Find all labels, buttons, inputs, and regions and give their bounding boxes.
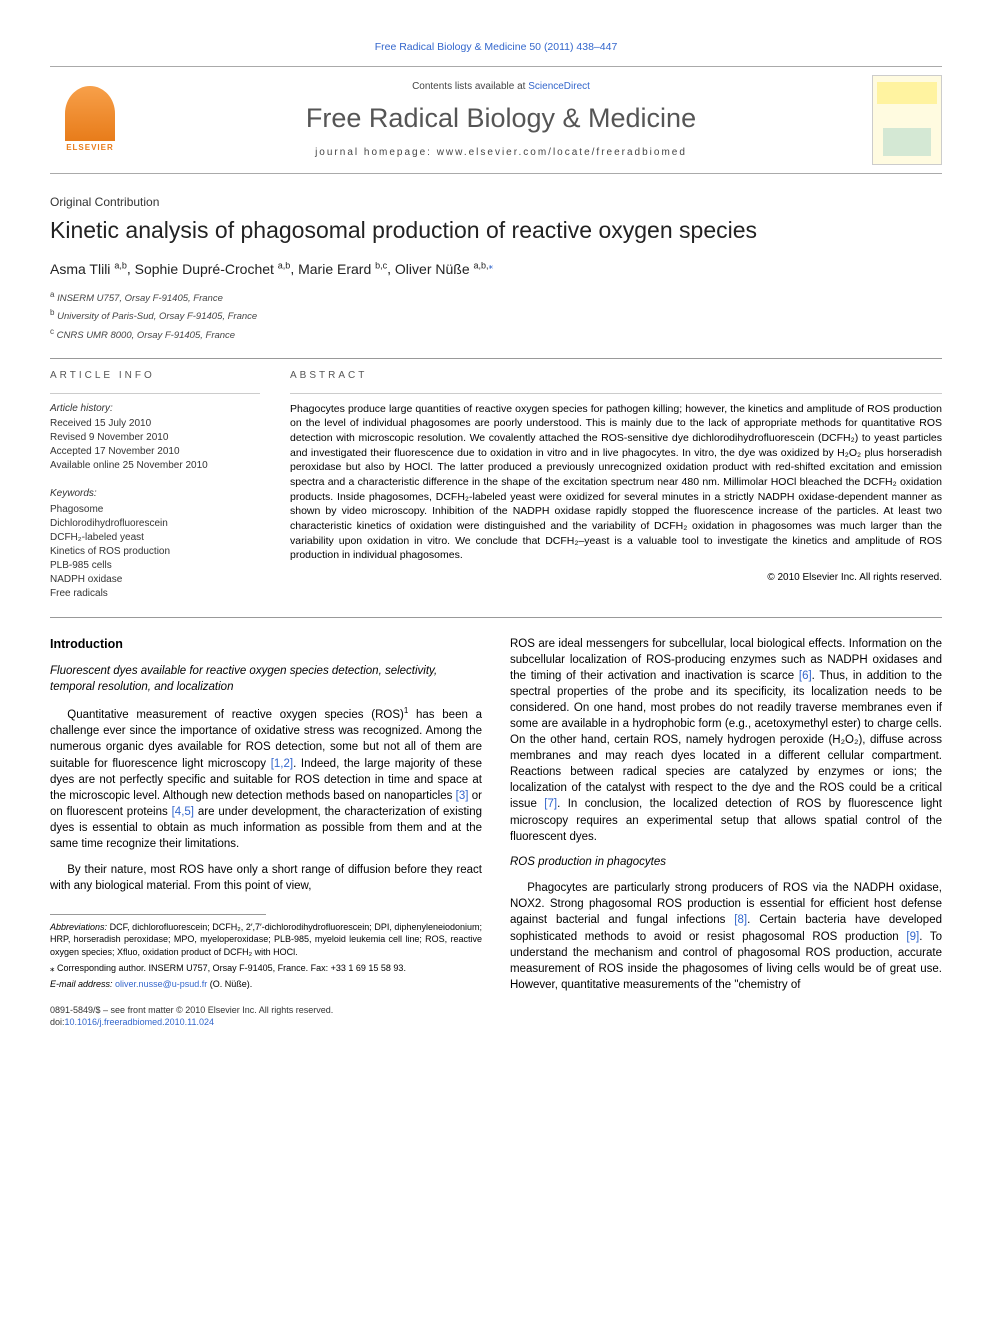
paragraph: Quantitative measurement of reactive oxy… — [50, 705, 482, 852]
article-type: Original Contribution — [50, 194, 942, 210]
ref-link[interactable]: [6] — [799, 670, 812, 682]
copyright: © 2010 Elsevier Inc. All rights reserved… — [290, 571, 942, 585]
doi-line: doi:10.1016/j.freeradbiomed.2010.11.024 — [50, 1016, 482, 1028]
doi-link[interactable]: 10.1016/j.freeradbiomed.2010.11.024 — [65, 1017, 214, 1027]
section-subhead: ROS production in phagocytes — [510, 855, 942, 871]
journal-cover-thumbnail — [872, 75, 942, 165]
article-info-head: ARTICLE INFO — [50, 369, 260, 383]
ref-link[interactable]: [7] — [544, 798, 557, 810]
author: Asma Tlili a,b — [50, 261, 127, 277]
keyword: Kinetics of ROS production — [50, 545, 260, 559]
front-matter-block: 0891-5849/$ – see front matter © 2010 El… — [50, 1004, 482, 1028]
history-label: Article history: — [50, 402, 260, 416]
paragraph: By their nature, most ROS have only a sh… — [50, 862, 482, 894]
corresponding-marker[interactable]: ⁎ — [489, 260, 494, 270]
left-column: Introduction Fluorescent dyes available … — [50, 636, 482, 1029]
keywords-label: Keywords: — [50, 487, 260, 501]
keyword: PLB-985 cells — [50, 559, 260, 573]
right-column: ROS are ideal messengers for subcellular… — [510, 636, 942, 1029]
history-line: Available online 25 November 2010 — [50, 459, 260, 473]
journal-header: ELSEVIER Contents lists available at Sci… — [50, 66, 942, 174]
abstract-text: Phagocytes produce large quantities of r… — [290, 402, 942, 564]
author: Marie Erard b,c — [298, 261, 387, 277]
introduction-head: Introduction — [50, 636, 482, 653]
front-matter-line: 0891-5849/$ – see front matter © 2010 El… — [50, 1004, 482, 1016]
keyword: Free radicals — [50, 587, 260, 601]
abstract-panel: ABSTRACT Phagocytes produce large quanti… — [290, 369, 942, 601]
author: Sophie Dupré-Crochet a,b — [135, 261, 291, 277]
article-info-panel: ARTICLE INFO Article history: Received 1… — [50, 369, 260, 601]
paragraph: Phagocytes are particularly strong produ… — [510, 880, 942, 993]
abstract-head: ABSTRACT — [290, 369, 942, 383]
ref-link[interactable]: [9] — [906, 931, 919, 943]
paragraph: ROS are ideal messengers for subcellular… — [510, 636, 942, 845]
keyword: Dichlorodihydrofluorescein — [50, 517, 260, 531]
abbreviations-footnote: Abbreviations: DCF, dichlorofluorescein;… — [50, 921, 482, 957]
divider — [50, 617, 942, 618]
contents-list-line: Contents lists available at ScienceDirec… — [130, 80, 872, 94]
history-line: Revised 9 November 2010 — [50, 431, 260, 445]
history-line: Received 15 July 2010 — [50, 417, 260, 431]
keyword: NADPH oxidase — [50, 573, 260, 587]
sciencedirect-link[interactable]: ScienceDirect — [528, 81, 590, 92]
keyword: DCFH₂-labeled yeast — [50, 531, 260, 545]
ref-link[interactable]: [4,5] — [172, 806, 194, 818]
ref-link[interactable]: [8] — [734, 914, 747, 926]
divider — [50, 393, 260, 394]
divider — [290, 393, 942, 394]
footnote-divider — [50, 914, 266, 915]
elsevier-tree-icon — [65, 86, 115, 141]
elsevier-text: ELSEVIER — [66, 143, 114, 154]
ref-link[interactable]: [3] — [456, 790, 469, 802]
affiliation: b University of Paris-Sud, Orsay F-91405… — [50, 307, 942, 323]
keyword: Phagosome — [50, 503, 260, 517]
email-footnote: E-mail address: oliver.nusse@u-psud.fr (… — [50, 978, 482, 990]
article-title: Kinetic analysis of phagosomal productio… — [50, 216, 942, 245]
author: Oliver Nüße a,b,⁎ — [395, 261, 493, 277]
email-link[interactable]: oliver.nusse@u-psud.fr — [115, 979, 207, 989]
corresponding-footnote: ⁎ Corresponding author. INSERM U757, Ors… — [50, 962, 482, 974]
history-line: Accepted 17 November 2010 — [50, 445, 260, 459]
journal-homepage: journal homepage: www.elsevier.com/locat… — [130, 146, 872, 160]
author-list: Asma Tlili a,b, Sophie Dupré-Crochet a,b… — [50, 259, 942, 279]
divider — [50, 358, 942, 359]
affiliation: c CNRS UMR 8000, Orsay F-91405, France — [50, 326, 942, 342]
elsevier-logo: ELSEVIER — [50, 78, 130, 163]
ref-link[interactable]: [1,2] — [271, 758, 293, 770]
top-citation[interactable]: Free Radical Biology & Medicine 50 (2011… — [50, 40, 942, 54]
journal-name: Free Radical Biology & Medicine — [130, 100, 872, 136]
homepage-url[interactable]: www.elsevier.com/locate/freeradbiomed — [437, 147, 687, 158]
section-subhead: Fluorescent dyes available for reactive … — [50, 664, 482, 695]
affiliation: a INSERM U757, Orsay F-91405, France — [50, 289, 942, 305]
